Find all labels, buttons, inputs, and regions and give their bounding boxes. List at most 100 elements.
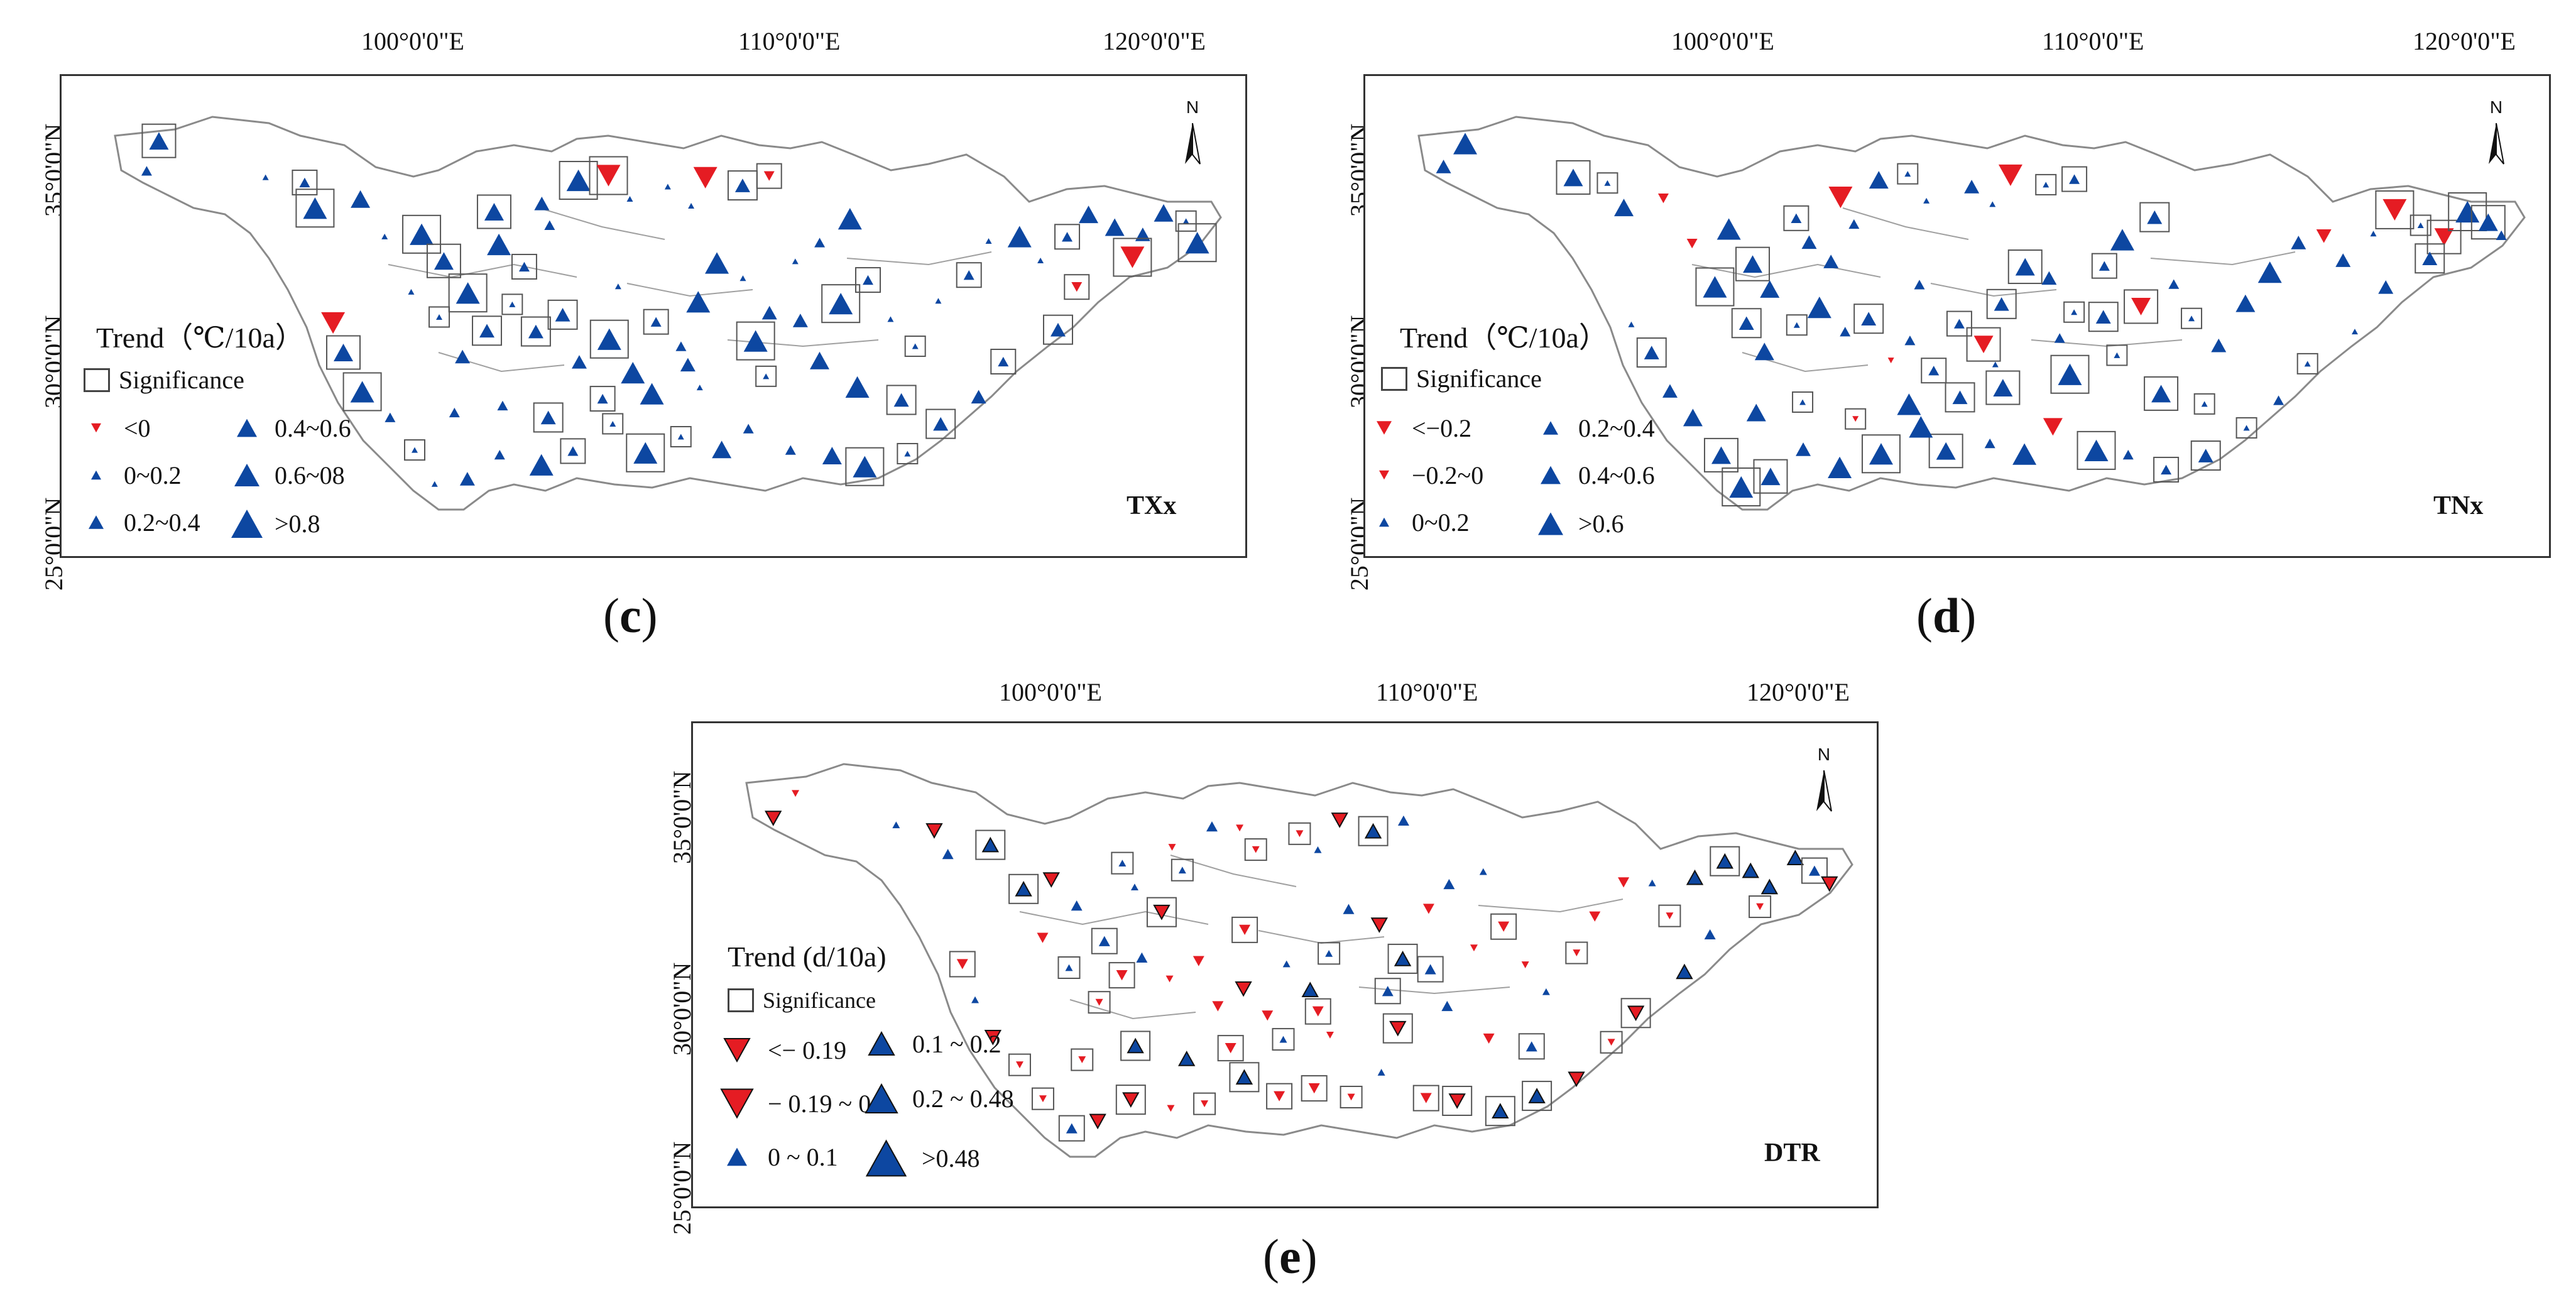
station-marker — [1279, 1035, 1287, 1043]
legend-significance: Significance — [1381, 364, 1542, 393]
station-marker — [925, 823, 943, 839]
significance-box — [1928, 434, 1963, 469]
significance-box — [1620, 998, 1651, 1029]
station-marker — [971, 390, 986, 404]
station-marker — [785, 445, 796, 455]
map-canvas — [745, 763, 1853, 1158]
station-marker — [2496, 230, 2507, 241]
station-marker — [1136, 952, 1148, 963]
trend-triangle-icon — [868, 1030, 895, 1056]
significance-box — [141, 123, 177, 158]
station-marker — [1015, 1061, 1023, 1069]
significance-box — [547, 299, 578, 330]
legend-item: 0.2~0.4 — [77, 506, 200, 538]
station-marker — [1904, 171, 1911, 177]
significance-box — [1177, 223, 1217, 263]
station-marker — [1453, 133, 1477, 155]
station-marker — [1448, 1093, 1466, 1109]
station-marker — [2054, 333, 2065, 343]
significance-box — [602, 413, 624, 435]
significance-box — [1111, 851, 1134, 875]
station-marker — [1711, 446, 1731, 464]
station-marker — [2235, 294, 2256, 312]
station-marker — [1007, 226, 1032, 248]
significance-box — [520, 316, 551, 347]
trend-triangle-icon — [231, 510, 263, 538]
station-marker — [1095, 998, 1103, 1006]
legend-item: >0.48 — [860, 1135, 980, 1182]
station-marker — [2131, 297, 2151, 315]
station-marker — [1436, 160, 1451, 173]
station-marker — [1904, 336, 1916, 346]
station-marker — [1909, 416, 1933, 438]
station-marker — [1364, 822, 1382, 839]
station-marker — [566, 169, 591, 192]
station-marker — [1542, 988, 1550, 995]
station-marker — [1308, 1083, 1320, 1094]
station-marker — [455, 349, 471, 364]
station-marker — [1236, 824, 1244, 832]
station-marker — [1370, 917, 1389, 933]
legend-item: >0.8 — [228, 506, 320, 541]
station-marker — [1573, 949, 1581, 956]
station-marker — [1716, 218, 1741, 240]
significance-box — [1064, 274, 1090, 300]
station-marker — [2304, 361, 2311, 367]
station-marker — [761, 305, 777, 320]
significance-box — [2050, 354, 2090, 394]
station-marker — [985, 238, 992, 244]
station-marker — [528, 324, 543, 339]
station-marker — [1786, 850, 1804, 866]
station-marker — [1394, 951, 1412, 966]
station-marker — [862, 275, 873, 285]
significance-box — [2153, 456, 2180, 483]
station-marker — [650, 317, 662, 327]
station-marker — [1079, 205, 1099, 224]
station-marker — [2273, 395, 2284, 405]
station-marker — [1686, 238, 1698, 249]
station-marker — [2147, 210, 2163, 224]
trend-triangle-icon — [1538, 512, 1563, 535]
station-marker — [2455, 200, 2480, 223]
station-marker — [1852, 416, 1859, 422]
station-marker — [2417, 222, 2424, 229]
significance-box — [2415, 243, 2445, 274]
station-marker — [1182, 218, 1189, 224]
station-marker — [518, 261, 530, 272]
significance-box — [559, 161, 598, 200]
legend-title: Trend（℃/10a） — [1400, 322, 1608, 354]
station-marker — [321, 312, 346, 334]
station-marker — [1746, 403, 1766, 422]
station-marker — [487, 233, 511, 256]
station-marker — [1568, 1071, 1585, 1088]
panel-caption: (e) — [1263, 1229, 1318, 1284]
significance-box — [1340, 1085, 1363, 1108]
significance-box — [821, 284, 861, 324]
station-marker — [981, 836, 1000, 853]
station-marker — [705, 252, 729, 274]
station-marker — [1397, 815, 1409, 826]
station-marker — [1389, 1020, 1407, 1037]
station-marker — [1984, 438, 1995, 449]
station-marker — [2201, 401, 2208, 407]
station-marker — [1065, 964, 1073, 971]
significance-box — [1786, 314, 1808, 336]
station-marker — [1192, 956, 1204, 966]
station-marker — [484, 203, 504, 221]
station-marker — [688, 203, 695, 209]
station-marker — [664, 183, 671, 190]
station-marker — [1869, 171, 1889, 189]
station-marker — [845, 376, 870, 398]
legend-item: 0.2~0.4 — [1532, 412, 1655, 444]
legend-item: 0.1 ~ 0.2 — [860, 1025, 1001, 1063]
station-marker — [1801, 235, 1817, 249]
station-marker — [1994, 297, 2009, 311]
significance-box — [1861, 434, 1901, 474]
significance-box — [1412, 1085, 1439, 1112]
station-marker — [792, 314, 808, 327]
significance-box — [1735, 246, 1771, 281]
station-marker — [1823, 254, 1839, 268]
station-marker — [497, 400, 508, 411]
map-canvas — [1417, 116, 2526, 511]
station-marker — [763, 171, 775, 181]
